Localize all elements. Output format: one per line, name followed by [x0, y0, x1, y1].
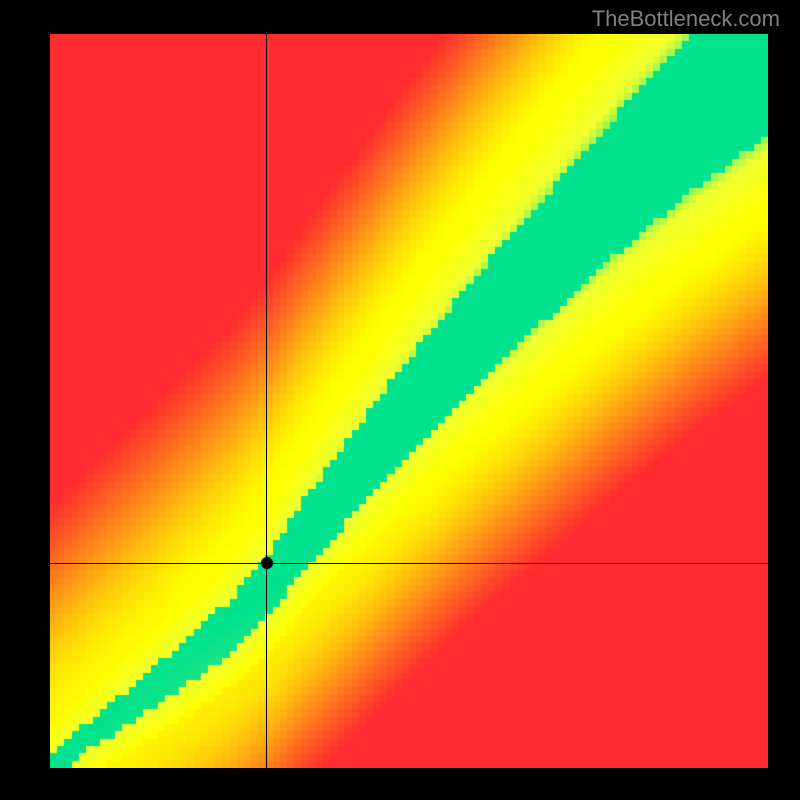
- crosshair-marker: [261, 557, 273, 569]
- watermark-text: TheBottleneck.com: [592, 6, 780, 32]
- crosshair-vertical: [266, 34, 267, 768]
- crosshair-horizontal: [50, 563, 768, 564]
- heatmap-canvas: [50, 34, 768, 768]
- bottleneck-heatmap: [50, 34, 768, 768]
